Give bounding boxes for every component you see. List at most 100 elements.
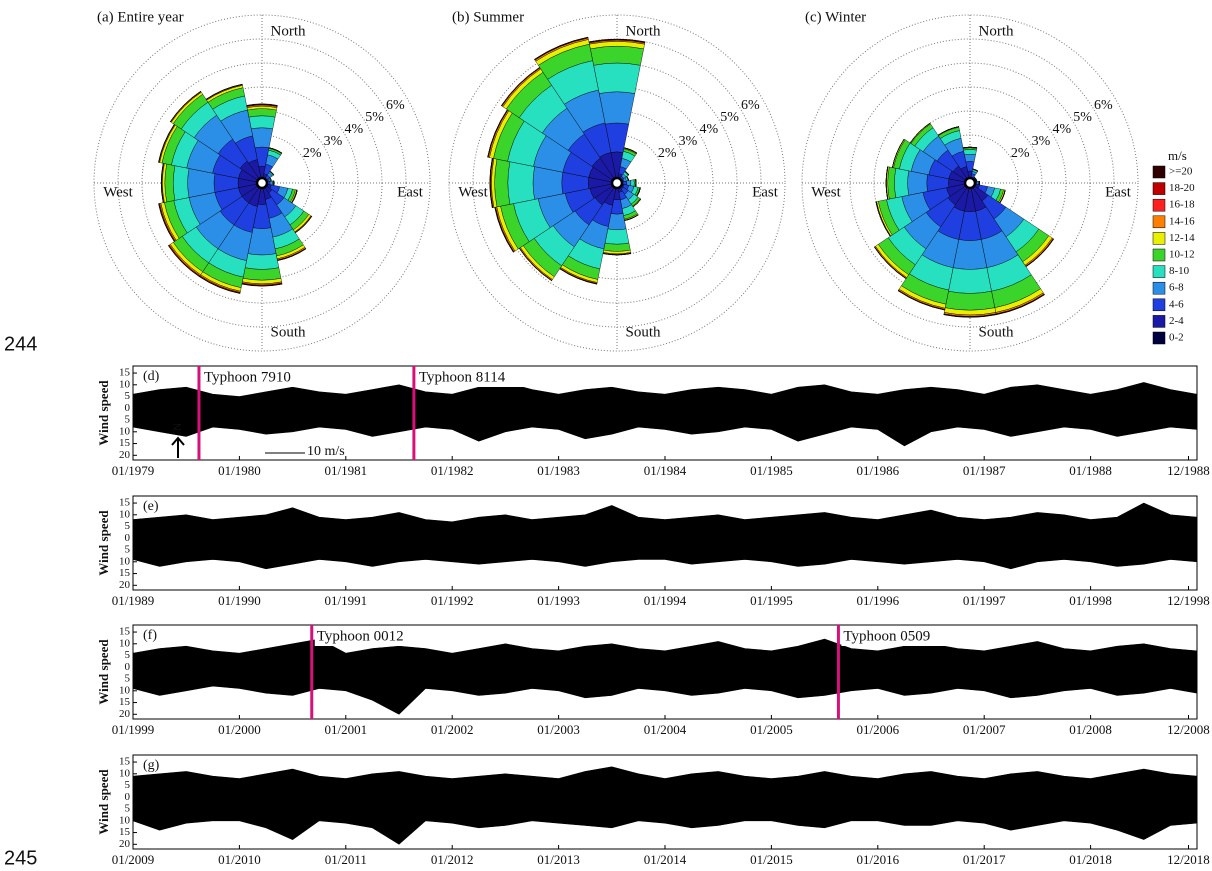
x-tick-label: 01/2007 bbox=[963, 722, 1006, 737]
r-tick-label: 6% bbox=[386, 98, 405, 113]
legend-label: 10-12 bbox=[1169, 249, 1195, 261]
north-label: N bbox=[170, 422, 184, 431]
label-bg bbox=[314, 628, 427, 646]
rose-segment bbox=[268, 147, 283, 154]
y-tick-label: 15 bbox=[119, 626, 131, 638]
rose-segment bbox=[534, 36, 589, 60]
r-tick-label: 2% bbox=[658, 146, 677, 161]
line-number: 244 bbox=[4, 333, 37, 355]
x-tick-label: 01/1983 bbox=[537, 463, 580, 478]
legend-label: >=20 bbox=[1169, 166, 1193, 178]
rose-center bbox=[255, 176, 269, 190]
y-tick-label: 15 bbox=[119, 826, 131, 838]
legend-label: 16-18 bbox=[1169, 199, 1195, 211]
panel-label: (d) bbox=[143, 369, 160, 384]
x-tick-label: 01/1992 bbox=[431, 593, 474, 608]
typhoon-label: Typhoon 0012 bbox=[317, 628, 404, 644]
x-tick-label: 01/2002 bbox=[431, 722, 474, 737]
rose-segment bbox=[269, 180, 273, 186]
x-tick-label: 01/2003 bbox=[537, 722, 580, 737]
rose-segment bbox=[507, 161, 535, 205]
north-arrow bbox=[171, 436, 185, 458]
x-tick-label: 01/2004 bbox=[644, 722, 687, 737]
rose-segment bbox=[170, 91, 201, 122]
rose-segment bbox=[962, 146, 978, 148]
x-tick-label: 01/1987 bbox=[963, 463, 1006, 478]
y-tick-label: 10 bbox=[119, 684, 131, 696]
r-tick-label: 2% bbox=[1011, 146, 1030, 161]
direction-label: East bbox=[397, 184, 424, 200]
wind-band bbox=[132, 766, 1198, 798]
x-tick-label: 01/1994 bbox=[644, 593, 687, 608]
label-bg bbox=[416, 369, 529, 387]
y-tick-label: 5 bbox=[125, 544, 131, 556]
legend-swatch bbox=[1152, 315, 1166, 328]
wind-band bbox=[132, 408, 1198, 447]
legend-swatch bbox=[1152, 182, 1166, 195]
rose-segment bbox=[604, 228, 630, 245]
y-tick-label: 15 bbox=[119, 696, 131, 708]
r-tick-label: 2% bbox=[303, 146, 322, 161]
y-tick-label: 10 bbox=[119, 378, 131, 390]
x-tick-label: 01/2011 bbox=[325, 852, 367, 867]
x-tick-label: 01/1981 bbox=[324, 463, 367, 478]
legend-title: m/s bbox=[1168, 148, 1187, 163]
panel-label: (g) bbox=[143, 758, 160, 773]
rose-segment bbox=[247, 108, 277, 118]
grid-ring bbox=[117, 38, 407, 328]
y-tick-label: 5 bbox=[125, 649, 131, 661]
x-tick-label: 01/1993 bbox=[537, 593, 580, 608]
y-tick-label: 15 bbox=[119, 756, 131, 768]
direction-label: North bbox=[626, 23, 661, 39]
x-tick-label: 01/1991 bbox=[324, 593, 367, 608]
direction-label: West bbox=[458, 184, 488, 200]
rose-segment bbox=[948, 267, 992, 294]
panel-label: (e) bbox=[143, 499, 159, 514]
y-tick-label: 5 bbox=[125, 414, 131, 426]
legend-swatch bbox=[1152, 215, 1166, 229]
wind-band bbox=[132, 382, 1198, 409]
wind-band bbox=[132, 502, 1198, 539]
direction-label: South bbox=[625, 324, 661, 340]
y-tick-label: 20 bbox=[119, 708, 131, 720]
y-tick-label: 20 bbox=[119, 579, 131, 591]
x-tick-label: 01/2016 bbox=[856, 852, 899, 867]
rose-segment bbox=[907, 170, 928, 196]
x-tick-label: 01/2012 bbox=[431, 852, 474, 867]
y-axis-label: Wind speed bbox=[96, 639, 111, 705]
y-tick-label: 20 bbox=[119, 449, 131, 461]
y-tick-label: 15 bbox=[119, 367, 131, 379]
y-tick-label: 5 bbox=[125, 520, 131, 532]
rose-segment bbox=[494, 158, 511, 208]
x-tick-label: 01/2014 bbox=[644, 852, 687, 867]
r-tick-label: 4% bbox=[1052, 122, 1071, 137]
rose-segment bbox=[246, 103, 278, 106]
x-tick-label: 01/1999 bbox=[112, 722, 155, 737]
rose-segment bbox=[205, 83, 243, 100]
y-tick-label: 10 bbox=[119, 555, 131, 567]
legend-label: 0-2 bbox=[1169, 332, 1184, 344]
legend-swatch bbox=[1152, 198, 1166, 212]
rose-segment bbox=[875, 201, 891, 237]
grid-ring bbox=[141, 62, 383, 304]
y-tick-label: 0 bbox=[125, 402, 131, 414]
rose-segment bbox=[167, 245, 200, 278]
x-tick-label: 01/1979 bbox=[112, 463, 155, 478]
rose-segment bbox=[874, 246, 907, 279]
rose-segment bbox=[963, 149, 977, 155]
rose-segment bbox=[964, 153, 976, 163]
outer-ring bbox=[801, 14, 1139, 352]
rose-title: (a) Entire year bbox=[97, 9, 184, 25]
legend-label: 14-16 bbox=[1169, 215, 1195, 227]
legend-label: 8-10 bbox=[1169, 265, 1190, 277]
x-tick-label: 01/2013 bbox=[537, 852, 580, 867]
legend-label: 2-4 bbox=[1169, 315, 1184, 327]
legend-swatch bbox=[1152, 281, 1166, 295]
r-tick-label: 5% bbox=[365, 110, 384, 125]
rose-center bbox=[963, 176, 977, 190]
rose-segment bbox=[590, 46, 644, 66]
r-tick-label: 3% bbox=[1032, 134, 1051, 149]
outer-ring bbox=[93, 14, 431, 352]
typhoon-label: Typhoon 0509 bbox=[843, 628, 930, 644]
y-tick-label: 5 bbox=[125, 779, 131, 791]
